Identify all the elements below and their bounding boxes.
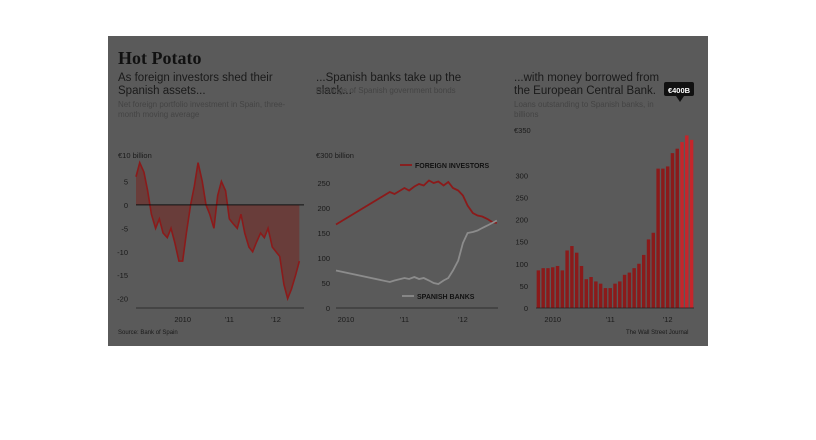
ecb-loan-bar — [541, 268, 545, 308]
panel-2-x-tick: 2010 — [338, 315, 355, 324]
callout-box — [664, 82, 694, 96]
panel-3-note: Loans outstanding to Spanish banks, in b… — [514, 100, 654, 119]
ecb-loan-bar — [603, 288, 608, 308]
ecb-loan-bar — [598, 283, 603, 308]
panel-2-y-tick: 250 — [317, 179, 330, 188]
ecb-loan-bar — [642, 254, 646, 308]
ecb-loan-bar — [574, 252, 579, 308]
panel-3-subtitle: ...with money borrowed from the European… — [514, 72, 660, 97]
panel-1-y-tick: 0 — [124, 201, 128, 210]
ecb-loan-bar — [680, 142, 684, 308]
panel-1-subtitle: As foreign investors shed their Spanish … — [118, 72, 273, 97]
legend-foreign-investors: FOREIGN INVESTORS — [415, 163, 489, 170]
ecb-loan-bar — [555, 265, 560, 308]
ecb-loan-bar — [651, 232, 656, 308]
panel-1-x-tick: '11 — [225, 315, 234, 324]
panel-2-y-tick: 150 — [317, 229, 330, 238]
foreign-investors-line — [335, 179, 498, 226]
panel-2-x-tick: '11 — [400, 315, 409, 324]
panel-1-x-tick: '12 — [271, 315, 281, 324]
ecb-loan-bar — [570, 246, 574, 308]
ecb-loan-bar — [670, 153, 675, 308]
ecb-loan-bar — [646, 239, 651, 308]
source-note: Source: Bank of Spain — [118, 330, 178, 336]
panel-3-y-tick: 200 — [515, 216, 528, 225]
ecb-loan-bar — [656, 168, 660, 308]
panel-3-x-tick: 2010 — [544, 315, 561, 324]
ecb-loan-bar — [685, 135, 689, 308]
panel-2-note: Holdings of Spanish government bonds — [316, 86, 456, 95]
ecb-loan-bar — [608, 288, 612, 308]
legend-spanish-banks: SPANISH BANKS — [417, 294, 475, 301]
panel-1-y-tick: -20 — [117, 295, 128, 304]
panel-1-y-tick: -15 — [117, 271, 128, 280]
ecb-loan-bar — [689, 139, 694, 308]
panel-1-unit-label: €10 billion — [118, 151, 152, 160]
panel-3-y-tick: 100 — [515, 260, 528, 269]
credit-note: The Wall Street Journal — [626, 330, 689, 336]
ecb-loan-bar — [675, 148, 679, 308]
ecb-loan-bar — [618, 281, 622, 308]
panel-1-y-tick: -10 — [117, 248, 128, 257]
spanish-banks-line — [335, 219, 498, 285]
panel-1-y-tick: -5 — [121, 224, 128, 233]
ecb-loan-bar — [560, 270, 565, 308]
panel-2-x-tick: '12 — [458, 315, 468, 324]
panel-3-y-tick: 150 — [515, 238, 528, 247]
ecb-loan-bar — [565, 250, 569, 308]
panel-3-y-tick: 300 — [515, 171, 528, 180]
panel-3-unit-label: €350 — [514, 126, 531, 135]
ecb-loan-bar — [536, 270, 541, 308]
panel-1-x-tick: 2010 — [174, 315, 191, 324]
panel-3-y-tick: 0 — [524, 304, 528, 313]
panel-3-y-tick: 50 — [520, 282, 528, 291]
panel-1-note: Net foreign portfolio investment in Spai… — [118, 100, 286, 119]
panel-1-series-line — [135, 160, 301, 302]
headline: Hot Potato — [118, 48, 202, 68]
ecb-loan-bar — [622, 274, 627, 308]
ecb-loan-bar — [665, 166, 670, 308]
ecb-loan-bar — [661, 168, 665, 308]
ecb-loan-bar — [637, 263, 641, 308]
panel-2-y-tick: 100 — [317, 254, 330, 263]
ecb-loan-bar — [632, 268, 636, 308]
panel-3-y-tick: 250 — [515, 193, 528, 202]
panel-2-y-tick: 0 — [326, 304, 330, 313]
ecb-loan-bar — [584, 279, 588, 308]
callout-pointer — [676, 96, 684, 102]
chart-figure: €10 billion 5 0 -5 -10 -15 -20 2010'11'12 €300 b… — [108, 36, 708, 346]
ecb-loan-bar — [613, 283, 617, 308]
panel-2-y-tick: 200 — [317, 204, 330, 213]
panel-3-x-tick: '12 — [663, 315, 673, 324]
panel-2-subtitle: ...Spanish banks take up the slack... — [316, 72, 462, 97]
panel-2-y-tick: 50 — [322, 279, 330, 288]
ecb-loan-bar — [579, 265, 584, 308]
panel-2-unit-label: €300 billion — [316, 151, 354, 160]
panel-3-x-tick: '11 — [606, 315, 615, 324]
ecb-loan-bar — [589, 277, 593, 308]
ecb-loan-bar — [627, 272, 632, 308]
ecb-loan-bar — [551, 267, 555, 308]
callout-label: €400B — [668, 86, 691, 95]
ecb-loan-bar — [594, 281, 598, 308]
panel-1-y-tick: 5 — [124, 177, 128, 186]
ecb-loan-bar — [546, 268, 550, 308]
panel-1-area — [136, 162, 300, 299]
